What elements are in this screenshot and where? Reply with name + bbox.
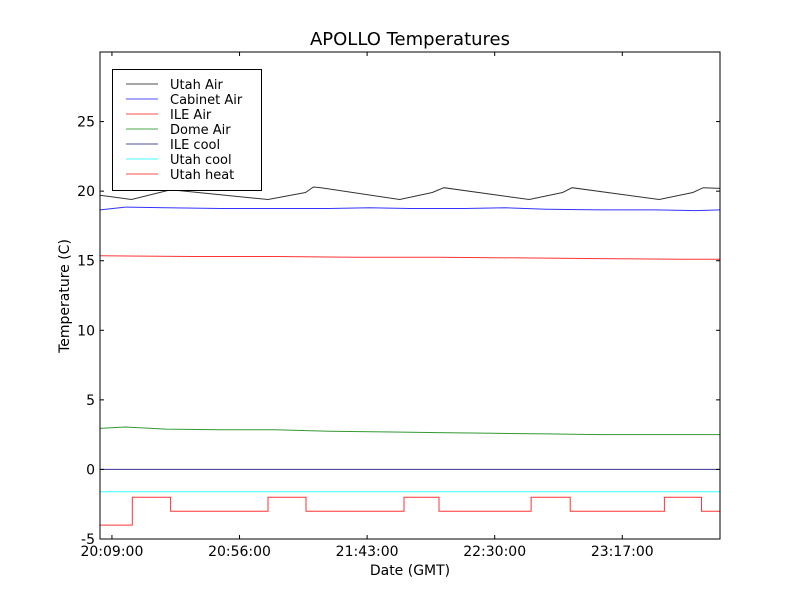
series-line-utah-heat <box>100 496 720 526</box>
x-axis-label: Date (GMT) <box>370 563 450 579</box>
y-tick-label: 5 <box>86 393 95 409</box>
legend-label: Utah heat <box>170 168 234 183</box>
y-tick-label: -5 <box>81 532 95 548</box>
legend-label: Utah Air <box>170 78 223 93</box>
series-line-utah-air <box>100 186 720 201</box>
x-tick-label: 23:17:00 <box>591 544 654 560</box>
series-line-dome-air <box>100 426 720 436</box>
plot-area: 20:09:00 20:56:00 21:43:00 22:30:00 23:17:00… <box>77 51 721 560</box>
y-tick-label: 20 <box>77 184 95 200</box>
legend-frame <box>112 69 262 191</box>
legend-label: ILE Air <box>170 108 212 123</box>
y-tick-label: 25 <box>77 115 95 131</box>
x-tick-label: 20:09:00 <box>80 544 143 560</box>
legend-label: ILE cool <box>170 138 220 153</box>
x-tick-label: 22:30:00 <box>463 544 526 560</box>
x-tick-label: 21:43:00 <box>336 544 399 560</box>
legend-label: Utah cool <box>170 153 232 168</box>
y-tick-label: 0 <box>86 462 95 478</box>
plot-frame <box>99 51 721 540</box>
y-axis-label: Temperature (C) <box>57 239 73 354</box>
legend-label: Cabinet Air <box>170 93 243 108</box>
y-tick-label: 10 <box>77 323 95 339</box>
legend-label: Dome Air <box>170 123 231 138</box>
series-line-cabinet-air <box>100 206 720 212</box>
series-line-ile-air <box>100 255 720 260</box>
y-tick-label: 15 <box>77 254 95 270</box>
chart-title: APOLLO Temperatures <box>310 29 510 50</box>
x-tick-label: 20:56:00 <box>208 544 271 560</box>
